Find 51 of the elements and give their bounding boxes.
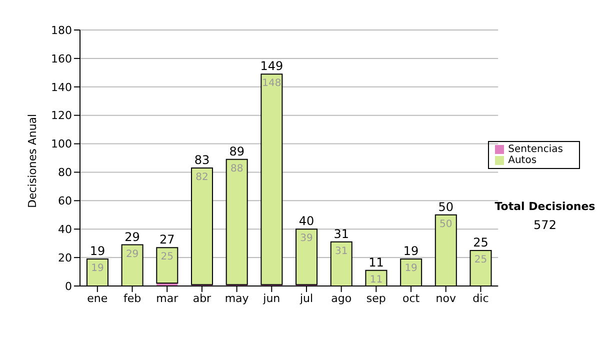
data-label: 148 bbox=[262, 78, 282, 90]
data-label: 11 bbox=[370, 274, 383, 286]
y-tick-label: 120 bbox=[51, 109, 72, 122]
data-label: 50 bbox=[440, 218, 452, 230]
total-label: 31 bbox=[334, 226, 350, 241]
legend-label: Sentencias bbox=[508, 144, 563, 155]
x-tick-label: sep bbox=[366, 292, 386, 305]
total-label: 11 bbox=[368, 255, 384, 270]
total-label: 83 bbox=[194, 152, 210, 167]
data-label: 25 bbox=[160, 252, 174, 263]
total-label: 27 bbox=[160, 232, 175, 247]
y-axis-title: Decisiones Anual bbox=[26, 114, 39, 208]
x-tick-label: jul bbox=[298, 292, 314, 305]
data-label: 31 bbox=[335, 246, 348, 257]
total-label: 25 bbox=[473, 235, 488, 250]
x-tick-label: oct bbox=[402, 292, 420, 305]
y-tick-label: 160 bbox=[51, 52, 72, 66]
x-tick-label: mar bbox=[156, 292, 179, 305]
total-label: 149 bbox=[260, 59, 284, 74]
x-tick-label: may bbox=[224, 292, 250, 305]
x-tick-label: abr bbox=[192, 292, 212, 305]
total-label: 40 bbox=[298, 214, 314, 228]
data-label: 25 bbox=[474, 254, 488, 266]
data-label: 19 bbox=[91, 262, 104, 274]
total-label: 89 bbox=[229, 144, 244, 158]
total-label: 19 bbox=[90, 244, 106, 258]
y-tick-label: 100 bbox=[51, 138, 72, 151]
legend-label: Autos bbox=[508, 155, 537, 166]
y-tick-label: 80 bbox=[58, 166, 72, 180]
annotation: Total Decisiones bbox=[494, 200, 596, 213]
x-tick-label: ene bbox=[87, 292, 108, 305]
y-tick-label: 60 bbox=[58, 194, 72, 208]
x-tick-label: ago bbox=[331, 292, 352, 305]
x-tick-label: feb bbox=[123, 292, 142, 305]
total-label: 50 bbox=[438, 200, 454, 214]
y-tick-label: 180 bbox=[51, 24, 72, 37]
data-label: 39 bbox=[300, 233, 313, 244]
data-label: 29 bbox=[126, 248, 139, 260]
total-label: 29 bbox=[124, 230, 140, 244]
x-tick-label: jun bbox=[262, 292, 280, 305]
data-label: 88 bbox=[230, 163, 244, 174]
data-label: 19 bbox=[404, 262, 418, 274]
y-tick-label: 40 bbox=[58, 223, 72, 236]
total-label: 19 bbox=[403, 244, 419, 258]
data-label: 82 bbox=[196, 172, 208, 183]
text: 572 bbox=[532, 218, 558, 232]
x-tick-label: dic bbox=[472, 292, 489, 305]
y-tick-label: 20 bbox=[58, 251, 72, 264]
x-tick-label: nov bbox=[436, 292, 456, 305]
y-tick-label: 140 bbox=[51, 80, 72, 94]
y-tick-label: 0 bbox=[65, 280, 72, 293]
